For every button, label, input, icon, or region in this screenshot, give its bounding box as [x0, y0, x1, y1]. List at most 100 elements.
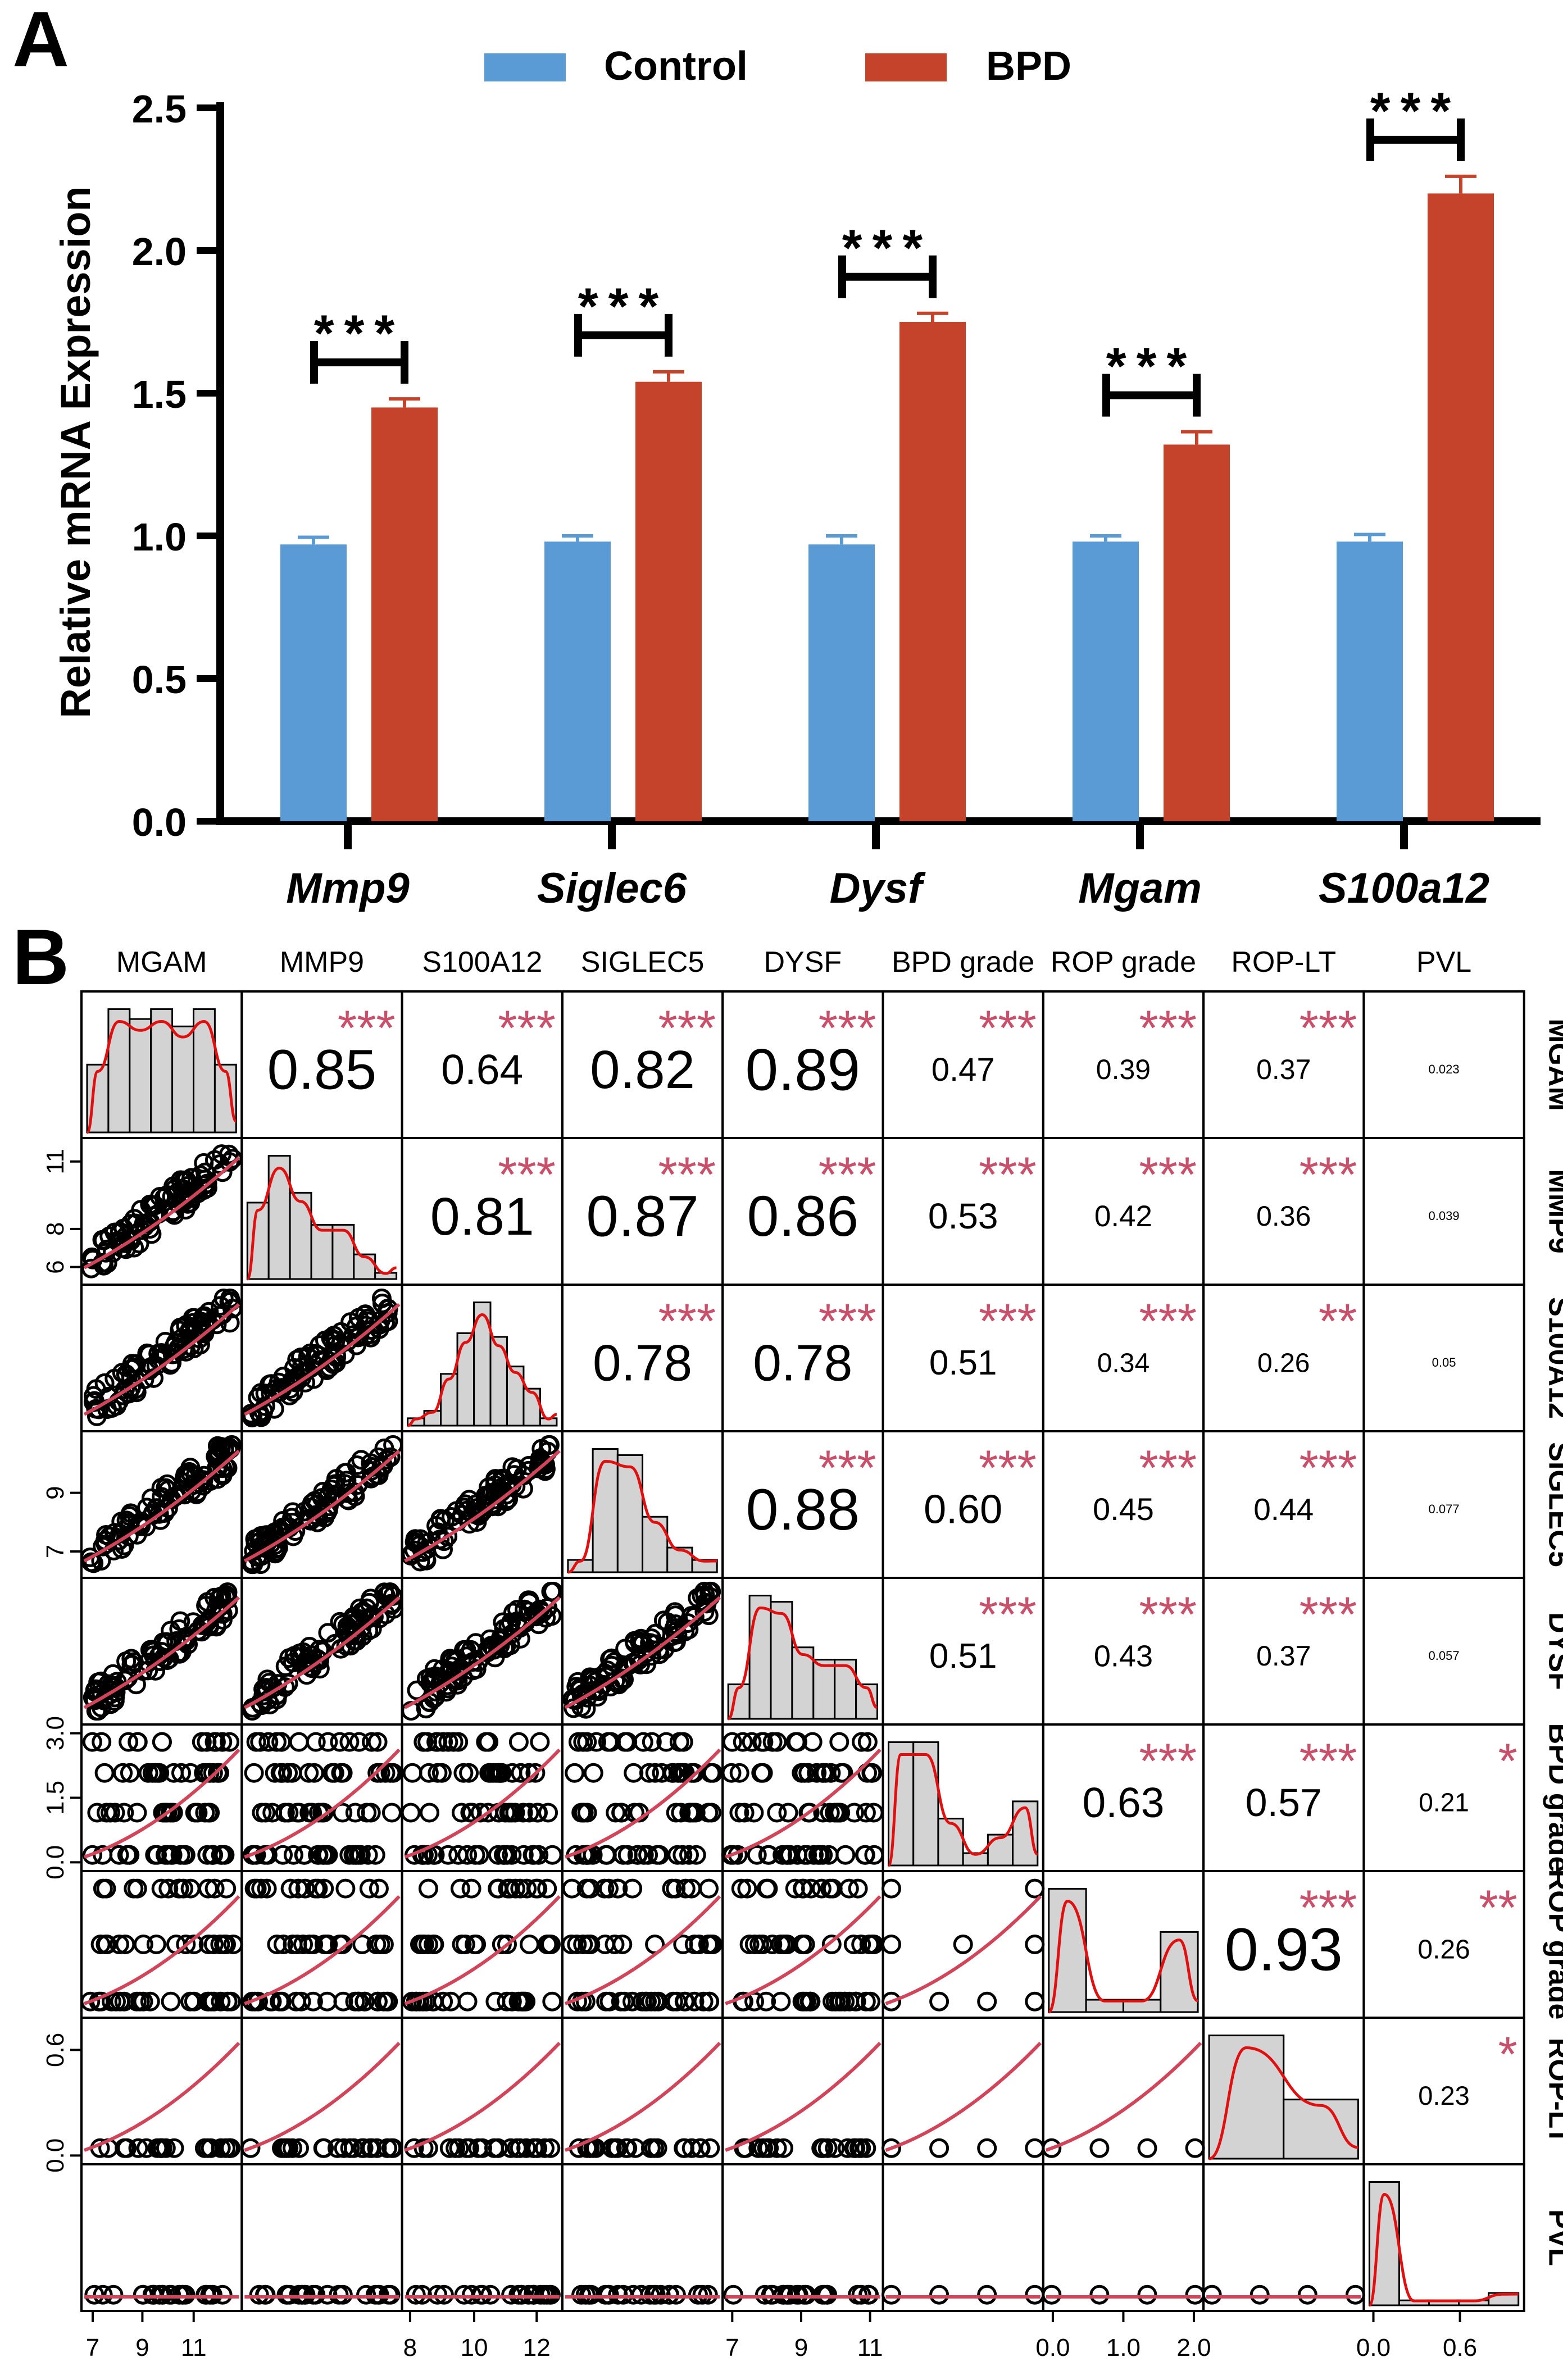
scatter-point — [148, 1344, 169, 1364]
scatter-point — [459, 1763, 479, 1783]
correlation-value: 0.81 — [430, 1187, 534, 1246]
significance-stars: *** — [1139, 1733, 1197, 1789]
correlation-value: 0.37 — [1256, 1054, 1311, 1085]
scatter-point — [568, 1732, 588, 1752]
scatter-point — [857, 1732, 878, 1752]
left-tick-label: 6 — [42, 1260, 69, 1273]
scatter-point — [753, 1763, 773, 1783]
significance-stars: *** — [338, 1000, 396, 1055]
scatter-point — [606, 1803, 626, 1823]
scatter-point — [203, 1763, 223, 1783]
scatter-point — [85, 1690, 105, 1710]
density-curve — [1367, 2192, 1519, 2307]
scatter-point — [117, 2138, 137, 2158]
scatter-point — [251, 1526, 271, 1546]
significance-stars: *** — [314, 305, 405, 362]
bottom-tick-label: 11 — [857, 2334, 883, 2361]
bottom-tick-label: 0.0 — [1035, 2334, 1070, 2361]
histogram-bar — [592, 1448, 619, 1573]
scatter-point — [80, 1991, 101, 2012]
correlation-value: 0.44 — [1253, 1492, 1314, 1527]
scatter-point — [461, 1878, 481, 1899]
scatter-point — [314, 1878, 334, 1899]
scatter-point — [162, 1203, 181, 1223]
scatter-point — [542, 1845, 562, 1865]
scatter-point — [535, 2138, 555, 2158]
histogram-bar — [937, 1818, 964, 1867]
fit-line — [83, 1156, 240, 1269]
row-header: ROP-LT — [1543, 2038, 1563, 2145]
scatter-point — [275, 1677, 295, 1697]
scatter-point — [171, 1763, 191, 1783]
scatter-point — [758, 1878, 778, 1899]
scatter-point — [155, 1845, 175, 1865]
correlation-value: 0.87 — [586, 1184, 698, 1249]
scatter-point — [335, 1463, 355, 1483]
scatter-point — [138, 1763, 158, 1783]
significance-stars: *** — [819, 1146, 876, 1202]
scatter-point — [646, 1623, 666, 1644]
scatter-point — [244, 1763, 264, 1783]
correlation-value: 0.78 — [593, 1335, 692, 1391]
scatter-point — [273, 1510, 293, 1531]
scatter-point — [164, 2138, 184, 2158]
scatter-point — [792, 1991, 812, 2012]
scatter-point — [257, 1878, 277, 1899]
histogram-bar — [331, 1223, 355, 1280]
scatter-point — [516, 2138, 537, 2158]
scatter-point — [367, 1732, 388, 1752]
scatter-point — [88, 1672, 108, 1692]
scatter-point — [723, 2285, 743, 2305]
left-tick-label: 9 — [42, 1486, 69, 1499]
scatter-point — [212, 1162, 233, 1182]
scatter-point — [759, 2138, 779, 2158]
scatter-point — [112, 1238, 132, 1258]
x-tick-label-s100a12: S100a12 — [1319, 864, 1489, 912]
scatter-point — [109, 1935, 129, 1954]
bottom-tick-label: 7 — [725, 2334, 739, 2361]
row-header: SIGLEC5 — [1543, 1442, 1563, 1567]
scatter-point — [457, 1991, 478, 2012]
scatter-point — [810, 1845, 830, 1865]
x-tick-label-dysf: Dysf — [830, 864, 926, 912]
scatter-point — [1025, 1935, 1045, 1954]
scatter-point — [851, 1935, 871, 1954]
scatter-point — [301, 1510, 321, 1531]
scatter-point — [953, 1935, 973, 1954]
fit-line — [243, 1449, 401, 1563]
scatter-point — [804, 1845, 824, 1865]
fit-line — [404, 1449, 561, 1563]
correlation-value: 0.82 — [590, 1040, 695, 1100]
scatter-point — [180, 1991, 201, 2012]
scatter-point — [272, 1991, 292, 2012]
scatter-point — [642, 1732, 662, 1752]
scatter-point — [202, 2285, 222, 2305]
scatter-point — [280, 1878, 301, 1899]
scatter-point — [977, 2285, 997, 2305]
scatter-point — [383, 1435, 403, 1455]
scatter-point — [418, 1878, 438, 1899]
scatter-point — [748, 2138, 769, 2158]
scatter-point — [94, 1763, 115, 1783]
significance-stars: *** — [1300, 1880, 1357, 1935]
histogram-bar — [150, 1008, 174, 1134]
scatter-point — [310, 1650, 329, 1671]
scatter-point — [313, 1845, 333, 1865]
scatter-point — [283, 1845, 303, 1865]
scatter-point — [575, 1991, 596, 2012]
scatter-point — [607, 1878, 628, 1899]
scatter-point — [666, 2285, 686, 2305]
scatter-point — [258, 1732, 279, 1752]
panel-a-label: A — [12, 0, 69, 83]
fit-line — [404, 1748, 561, 1859]
scatter-point — [1042, 2138, 1062, 2158]
scatter-point — [300, 1343, 320, 1363]
scatter-point — [251, 1554, 271, 1574]
scatter-point — [722, 1732, 742, 1752]
scatter-point — [852, 1732, 871, 1752]
scatter-point — [525, 1763, 546, 1783]
bar-control-mgam — [1073, 541, 1139, 821]
panel-a-legend: Control BPD — [484, 44, 1071, 89]
scatter-point — [278, 1763, 298, 1783]
scatter-point — [161, 1803, 180, 1823]
